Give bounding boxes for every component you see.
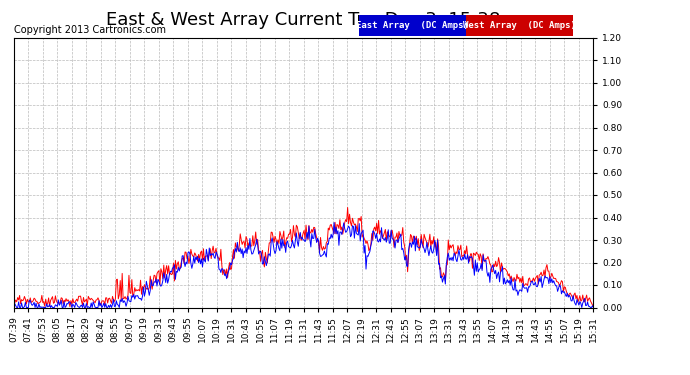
Text: East Array  (DC Amps): East Array (DC Amps) (356, 21, 469, 30)
Text: East & West Array Current Tue Dec 3  15:38: East & West Array Current Tue Dec 3 15:3… (106, 11, 501, 29)
Text: West Array  (DC Amps): West Array (DC Amps) (463, 21, 575, 30)
Text: Copyright 2013 Cartronics.com: Copyright 2013 Cartronics.com (14, 25, 166, 35)
